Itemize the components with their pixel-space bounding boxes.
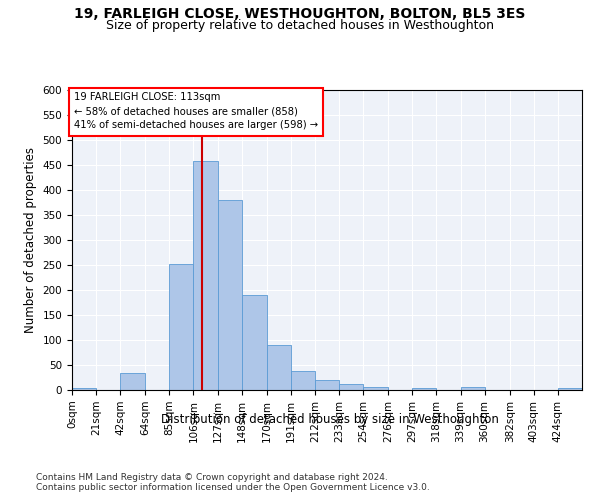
Bar (363, 386, 388, 390)
Bar (267, 344, 291, 390)
Text: 19, FARLEIGH CLOSE, WESTHOUGHTON, BOLTON, BL5 3ES: 19, FARLEIGH CLOSE, WESTHOUGHTON, BOLTON… (74, 8, 526, 22)
Bar (72, 388, 96, 390)
Bar (193, 160, 218, 390)
Text: Distribution of detached houses by size in Westhoughton: Distribution of detached houses by size … (161, 412, 499, 426)
Bar (315, 380, 339, 390)
Text: Size of property relative to detached houses in Westhoughton: Size of property relative to detached ho… (106, 19, 494, 32)
Bar (291, 371, 315, 390)
Bar (218, 200, 242, 390)
Text: Contains HM Land Registry data © Crown copyright and database right 2024.: Contains HM Land Registry data © Crown c… (36, 472, 388, 482)
Bar (339, 384, 363, 390)
Bar (558, 388, 582, 390)
Bar (461, 387, 485, 390)
Bar (242, 295, 267, 390)
Bar (120, 372, 145, 390)
Bar (412, 388, 436, 390)
Text: Contains public sector information licensed under the Open Government Licence v3: Contains public sector information licen… (36, 484, 430, 492)
Bar (169, 264, 193, 390)
Y-axis label: Number of detached properties: Number of detached properties (24, 147, 37, 333)
Text: 19 FARLEIGH CLOSE: 113sqm
← 58% of detached houses are smaller (858)
41% of semi: 19 FARLEIGH CLOSE: 113sqm ← 58% of detac… (74, 92, 319, 130)
